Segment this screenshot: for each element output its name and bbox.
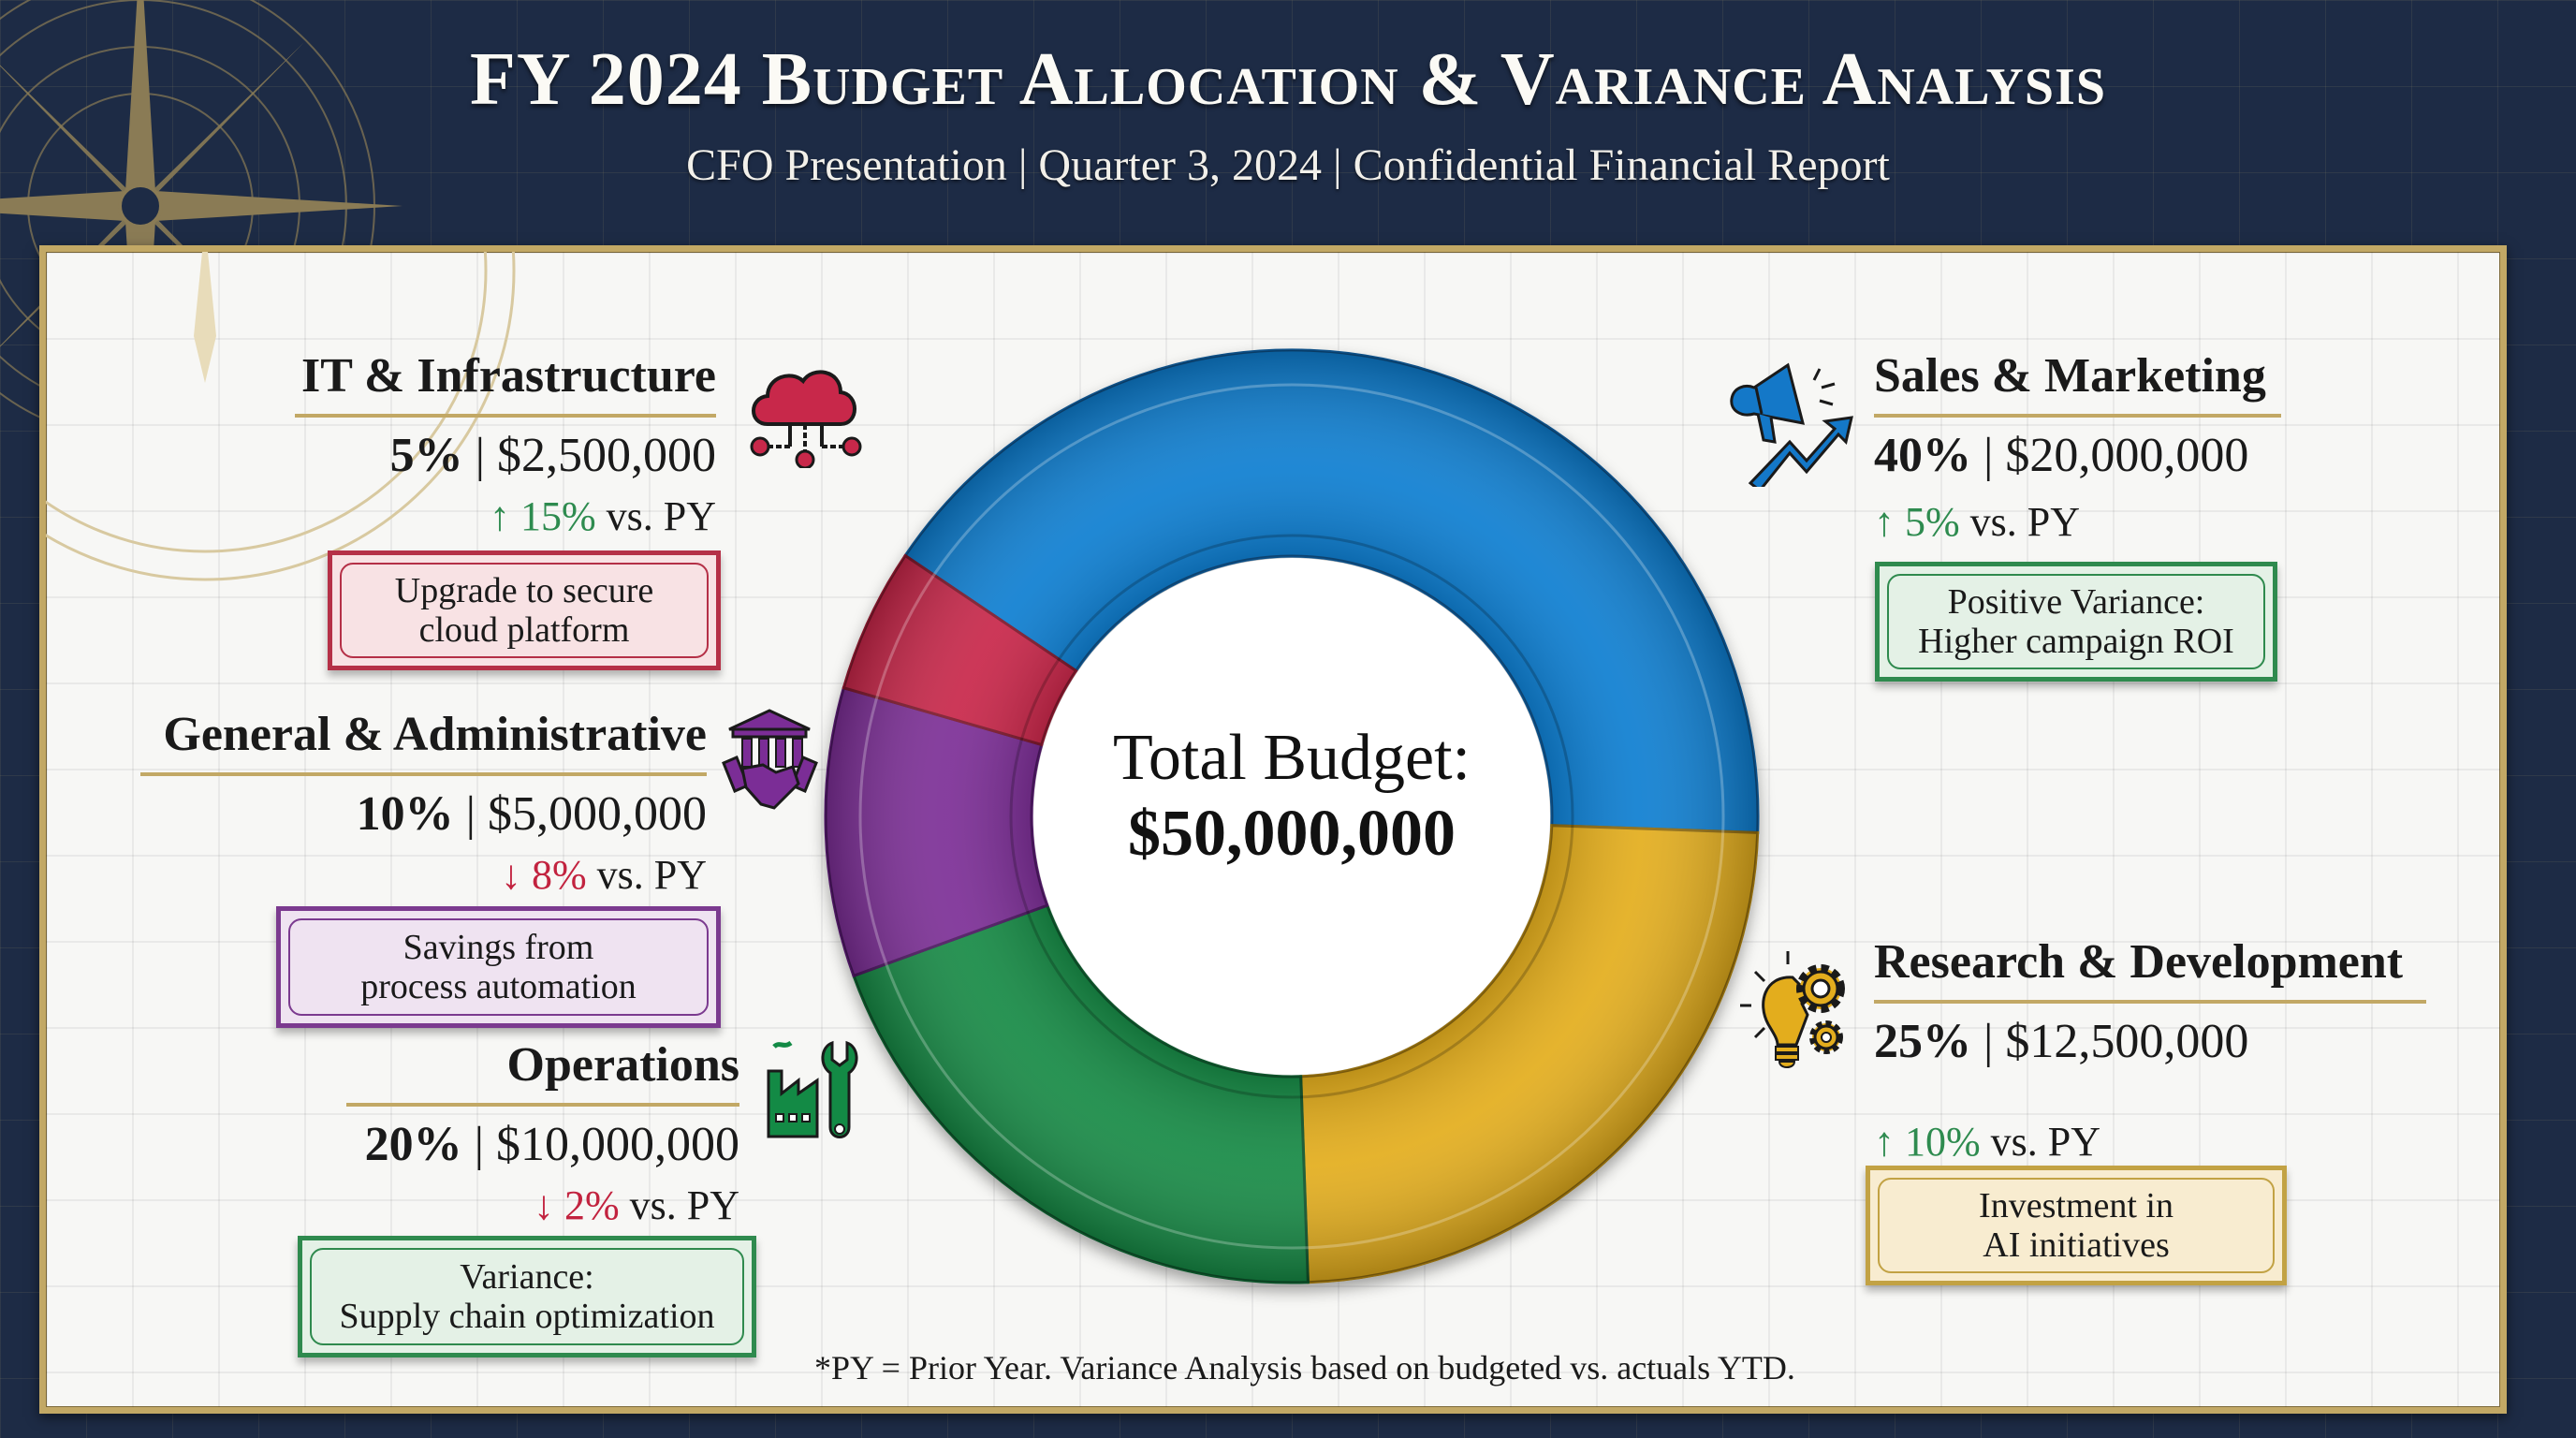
dept-operations-amount: 20% | $10,000,000 xyxy=(364,1118,739,1171)
dept-rnd-name: Research & Development xyxy=(1874,935,2404,989)
dept-it-name: IT & Infrastructure xyxy=(301,349,716,403)
dept-operations: Operations 20% | $10,000,000 ↓ 2% vs. PY xyxy=(346,1037,739,1232)
total-budget-value: $50,000,000 xyxy=(1128,798,1456,870)
page-subtitle: CFO Presentation | Quarter 3, 2024 | Con… xyxy=(686,140,1890,190)
dept-sales: Sales & Marketing 40% | $20,000,000 ↑ 5%… xyxy=(1874,348,2281,549)
dept-sales-rule xyxy=(1874,414,2281,418)
note-it: Upgrade to secure cloud platform xyxy=(328,550,721,670)
dept-ga-amount: 10% | $5,000,000 xyxy=(356,787,707,841)
arrow-up-icon: ↑ xyxy=(489,493,510,539)
header: FY 2024 Budget Allocation & Variance Ana… xyxy=(0,37,2576,191)
note-ga: Savings from process automation xyxy=(276,906,721,1028)
dept-sales-amount: 40% | $20,000,000 xyxy=(1874,429,2249,482)
footnote: *PY = Prior Year. Variance Analysis base… xyxy=(814,1349,1795,1387)
arrow-up-icon: ↑ xyxy=(1874,1119,1895,1165)
factory-wrench-icon xyxy=(767,1040,858,1138)
dept-sales-change: ↑ 5% vs. PY xyxy=(1874,499,2081,545)
dept-sales-name: Sales & Marketing xyxy=(1874,349,2266,403)
arrow-down-icon: ↓ xyxy=(533,1182,554,1228)
lightbulb-gears-icon xyxy=(1740,951,1845,1068)
dept-rnd-rule xyxy=(1874,1000,2426,1004)
dept-rnd: Research & Development 25% | $12,500,000… xyxy=(1874,934,2426,1168)
megaphone-growth-icon xyxy=(1730,362,1853,487)
arrow-down-icon: ↓ xyxy=(500,852,521,898)
dept-ga-rule xyxy=(140,772,707,776)
compass-arc-decoration xyxy=(46,252,516,581)
dept-ga: General & Administrative 10% | $5,000,00… xyxy=(140,707,707,902)
total-budget-label: Total Budget: xyxy=(1113,722,1471,794)
dept-operations-rule xyxy=(346,1103,739,1107)
institution-handshake-icon xyxy=(722,709,818,810)
dept-operations-change: ↓ 2% vs. PY xyxy=(533,1182,739,1228)
dept-rnd-change: ↑ 10% vs. PY xyxy=(1874,1119,2101,1165)
page-title: FY 2024 Budget Allocation & Variance Ana… xyxy=(470,38,2106,121)
note-rnd: Investment in AI initiatives xyxy=(1866,1166,2287,1285)
dept-it-rule xyxy=(295,414,716,418)
dept-ga-name: General & Administrative xyxy=(163,708,707,761)
dept-operations-name: Operations xyxy=(506,1038,739,1092)
donut-hole xyxy=(1033,558,1550,1075)
note-operations: Variance: Supply chain optimization xyxy=(298,1236,756,1357)
donut-center: Total Budget: $50,000,000 xyxy=(1058,721,1526,873)
note-sales: Positive Variance: Higher campaign ROI xyxy=(1875,562,2277,682)
cloud-network-icon xyxy=(750,370,862,468)
dept-it-amount: 5% | $2,500,000 xyxy=(389,429,716,482)
dept-it-change: ↑ 15% vs. PY xyxy=(489,493,716,539)
arrow-up-icon: ↑ xyxy=(1874,499,1895,545)
dept-rnd-amount: 25% | $12,500,000 xyxy=(1874,1015,2249,1068)
dept-it: IT & Infrastructure 5% | $2,500,000 ↑ 15… xyxy=(295,348,716,543)
dept-ga-change: ↓ 8% vs. PY xyxy=(500,852,707,898)
